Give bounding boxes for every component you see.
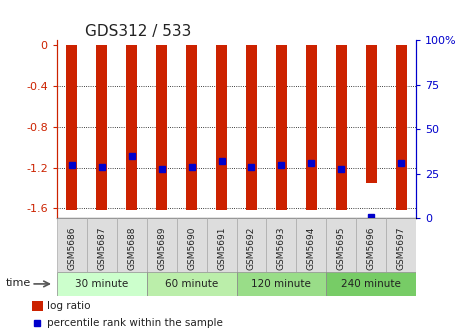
FancyBboxPatch shape	[57, 272, 147, 296]
Bar	[126, 45, 137, 210]
FancyBboxPatch shape	[356, 218, 386, 272]
FancyBboxPatch shape	[326, 272, 416, 296]
FancyBboxPatch shape	[326, 218, 356, 272]
FancyBboxPatch shape	[147, 272, 236, 296]
Bar	[246, 45, 257, 210]
Text: time: time	[6, 278, 31, 288]
FancyBboxPatch shape	[236, 272, 326, 296]
Text: GSM5686: GSM5686	[67, 226, 76, 270]
Text: GSM5690: GSM5690	[187, 226, 196, 270]
FancyBboxPatch shape	[87, 218, 117, 272]
Text: GSM5693: GSM5693	[277, 226, 286, 270]
Bar	[32, 301, 43, 311]
Bar	[216, 45, 227, 210]
Text: GDS312 / 533: GDS312 / 533	[85, 24, 192, 39]
Text: 60 minute: 60 minute	[165, 279, 218, 289]
FancyBboxPatch shape	[207, 218, 236, 272]
Bar	[96, 45, 107, 210]
Text: GSM5697: GSM5697	[397, 226, 406, 270]
Bar	[396, 45, 406, 210]
Text: GSM5692: GSM5692	[247, 226, 256, 270]
FancyBboxPatch shape	[266, 218, 297, 272]
FancyBboxPatch shape	[386, 218, 416, 272]
Bar	[67, 45, 77, 210]
Text: GSM5689: GSM5689	[157, 226, 166, 270]
Text: GSM5691: GSM5691	[217, 226, 226, 270]
Text: GSM5687: GSM5687	[97, 226, 106, 270]
Text: GSM5688: GSM5688	[127, 226, 136, 270]
Text: log ratio: log ratio	[47, 301, 90, 311]
FancyBboxPatch shape	[147, 218, 176, 272]
Text: GSM5695: GSM5695	[337, 226, 346, 270]
FancyBboxPatch shape	[297, 218, 326, 272]
Bar	[157, 45, 167, 210]
Bar	[276, 45, 287, 210]
Bar	[306, 45, 316, 210]
Text: 240 minute: 240 minute	[342, 279, 401, 289]
Bar	[336, 45, 347, 210]
Text: 30 minute: 30 minute	[75, 279, 128, 289]
FancyBboxPatch shape	[176, 218, 207, 272]
Text: 120 minute: 120 minute	[252, 279, 311, 289]
FancyBboxPatch shape	[117, 218, 147, 272]
Text: GSM5696: GSM5696	[367, 226, 376, 270]
Text: GSM5694: GSM5694	[307, 226, 316, 270]
Text: percentile rank within the sample: percentile rank within the sample	[47, 318, 223, 328]
Bar	[366, 45, 377, 183]
FancyBboxPatch shape	[57, 218, 87, 272]
Bar	[186, 45, 197, 210]
FancyBboxPatch shape	[236, 218, 266, 272]
